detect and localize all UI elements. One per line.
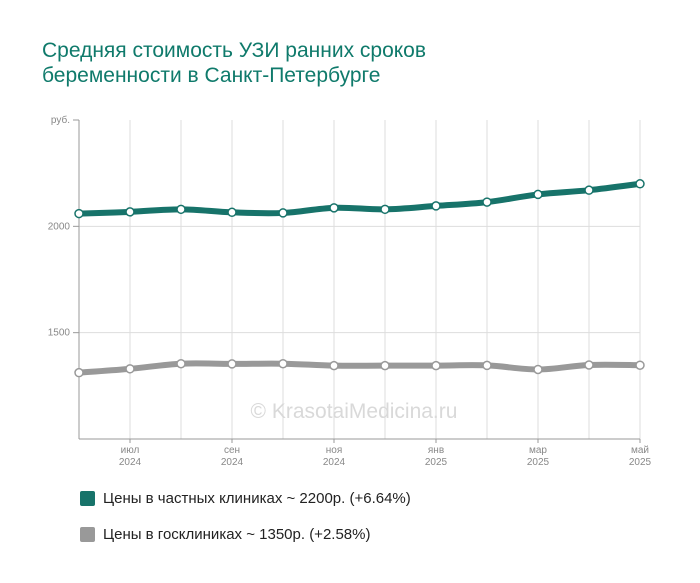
legend-swatch-public — [80, 526, 95, 542]
x-tick-label-year: 2025 — [425, 457, 448, 468]
legend-swatch-private — [80, 490, 95, 506]
x-tick-label-month: сен — [224, 445, 240, 456]
data-point-public — [533, 364, 543, 375]
chart-title: Средняя стоимость УЗИ ранних сроков бере… — [42, 38, 662, 88]
chart-title-line-2: беременности в Санкт-Петербурге — [42, 64, 381, 87]
data-point-private — [125, 207, 135, 217]
series-line-private — [76, 180, 643, 217]
x-tick-label-year: 2024 — [323, 457, 346, 468]
data-point-public — [431, 360, 441, 371]
data-point-public — [329, 360, 339, 371]
data-point-public — [74, 367, 84, 378]
chart-title-line-1: Средняя стоимость УЗИ ранних сроков — [42, 39, 427, 62]
data-point-private — [380, 204, 390, 215]
data-point-public — [278, 358, 288, 369]
x-tick-label-month: ноя — [326, 445, 343, 456]
data-point-private — [431, 201, 441, 211]
data-point-public — [482, 360, 492, 371]
data-point-public — [380, 360, 390, 371]
data-point-public — [227, 359, 237, 369]
watermark: © KrasotaiMedicina.ru — [251, 400, 458, 423]
x-tick-label-month: июл — [121, 445, 140, 456]
data-point-private — [176, 204, 186, 215]
data-point-public — [584, 360, 594, 370]
y-tick-label: 1500 — [48, 328, 71, 339]
y-axis-unit-label: руб. — [51, 114, 70, 126]
x-tick-label-year: 2024 — [221, 457, 244, 468]
legend-label-private: Цены в частных клиниках ~ 2200р. (+6.64%… — [103, 489, 411, 507]
x-tick-label-month: янв — [428, 445, 444, 456]
data-point-public — [635, 360, 645, 370]
data-point-private — [278, 208, 288, 218]
legend-item-private[interactable]: Цены в частных клиниках ~ 2200р. (+6.64%… — [80, 488, 411, 508]
data-point-private — [227, 207, 237, 218]
data-point-public — [176, 358, 186, 369]
data-point-public — [125, 364, 135, 374]
x-tick-label-month: мар — [529, 445, 547, 456]
x-tick-label-month: май — [631, 445, 649, 456]
data-point-private — [482, 197, 492, 207]
data-point-private — [584, 185, 594, 195]
chart-legend: Цены в частных клиниках ~ 2200р. (+6.64%… — [80, 488, 411, 560]
legend-label-public: Цены в госклиниках ~ 1350р. (+2.58%) — [103, 525, 371, 543]
data-point-private — [329, 203, 339, 213]
x-tick-label-year: 2024 — [119, 457, 142, 468]
chart-axes: 15002000руб.июл2024сен2024ноя2024янв2025… — [48, 114, 652, 468]
data-point-private — [635, 179, 645, 189]
y-tick-label: 2000 — [48, 221, 71, 232]
data-point-private — [533, 189, 543, 200]
data-point-private — [74, 208, 84, 219]
chart-series — [74, 179, 645, 378]
series-line-public — [76, 360, 643, 376]
chart-grid — [79, 120, 641, 439]
x-tick-label-year: 2025 — [527, 457, 550, 468]
x-tick-label-year: 2025 — [629, 457, 652, 468]
legend-item-public[interactable]: Цены в госклиниках ~ 1350р. (+2.58%) — [80, 524, 411, 544]
